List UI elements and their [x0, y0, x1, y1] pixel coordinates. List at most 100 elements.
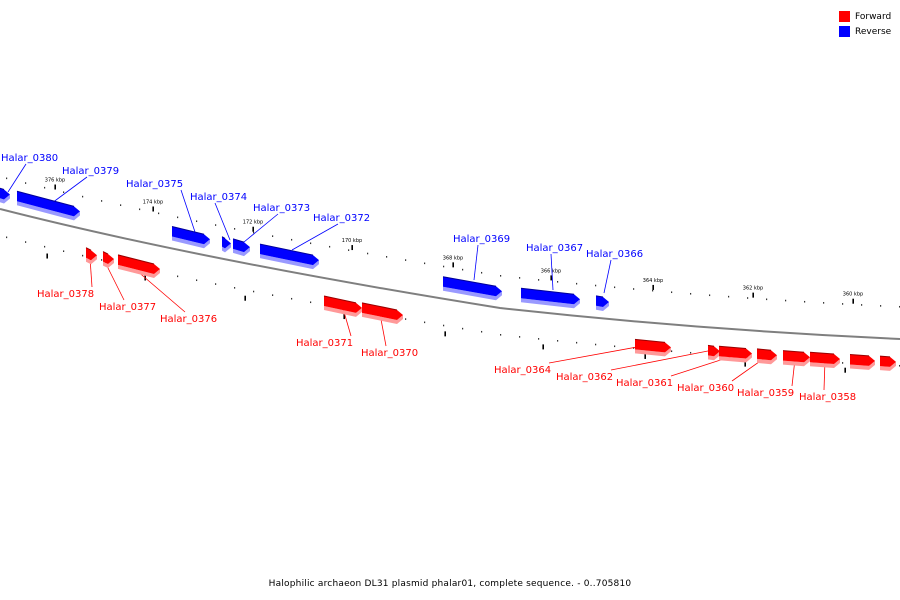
gene-label: Halar_0364 [494, 365, 551, 376]
gene-label: Halar_0362 [556, 372, 613, 383]
minor-tick-upper [595, 284, 597, 287]
minor-tick-lower [481, 330, 483, 333]
gene-label: Halar_0370 [361, 348, 418, 359]
minor-tick-lower [842, 362, 844, 364]
gene-label: Halar_0367 [526, 243, 583, 254]
tick-label: 362 kbp [743, 286, 763, 292]
minor-tick-upper [6, 177, 8, 180]
minor-tick-upper [139, 208, 141, 211]
minor-tick-lower [291, 297, 293, 300]
minor-tick-lower [443, 324, 445, 327]
backbone-axis [0, 208, 900, 340]
minor-tick-upper [633, 288, 635, 290]
minor-tick-lower [25, 241, 27, 243]
label-connector [291, 223, 339, 251]
label-connector [610, 349, 714, 371]
minor-tick-lower [405, 318, 407, 320]
map-caption: Halophilic archaeon DL31 plasmid phalar0… [268, 579, 632, 589]
minor-tick-upper [63, 191, 65, 194]
minor-tick-upper [690, 292, 692, 295]
minor-tick-lower [44, 245, 46, 248]
minor-tick-lower [424, 321, 426, 324]
tick-label: 172 kbp [243, 220, 263, 226]
major-tick-lower [844, 367, 846, 373]
minor-tick-upper [538, 279, 540, 281]
legend: Forward Reverse [839, 9, 891, 39]
gene-arrow [361, 302, 403, 324]
minor-tick-upper [82, 195, 84, 198]
minor-tick-lower [614, 345, 616, 348]
minor-tick-lower [671, 350, 673, 353]
label-connector [473, 244, 479, 281]
minor-tick-upper [500, 275, 502, 277]
gene-arrow-unlabeled [849, 354, 875, 370]
minor-tick-upper [177, 216, 179, 219]
tick-label: 366 kbp [541, 268, 561, 274]
minor-tick-lower [557, 340, 559, 342]
tick-label: 360 kbp [843, 292, 863, 298]
major-tick-lower [343, 314, 345, 320]
label-connector [180, 189, 196, 233]
major-tick-lower [542, 344, 544, 350]
minor-tick-upper [367, 252, 369, 255]
label-connector [243, 213, 279, 243]
gene-arrow [756, 348, 777, 365]
major-tick [54, 184, 56, 190]
minor-tick-lower [310, 301, 312, 304]
minor-tick-upper [557, 281, 559, 283]
label-connectors [7, 163, 826, 391]
tick-label: 364 kbp [643, 278, 663, 284]
gene-label: Halar_0359 [737, 388, 794, 399]
minor-tick-upper [614, 286, 616, 289]
gene-arrow [221, 236, 231, 253]
gene-labels: Halar_0380 Halar_0379 Halar_0378 Halar_0377… [1, 153, 856, 403]
gene-arrow [634, 338, 671, 357]
minor-tick-upper [842, 303, 844, 305]
major-tick-lower [244, 295, 246, 301]
minor-tick-lower [462, 327, 464, 330]
gene-label: Halar_0376 [160, 314, 217, 325]
minor-tick-lower [576, 341, 578, 344]
major-tick [452, 262, 454, 268]
gene-arrow [323, 295, 362, 317]
gene-arrow [718, 345, 752, 363]
gene-label: Halar_0375 [126, 179, 183, 190]
minor-tick-upper [329, 245, 331, 248]
minor-tick-lower [63, 250, 65, 253]
gene-label: Halar_0369 [453, 234, 510, 245]
minor-tick-lower [234, 287, 236, 289]
minor-tick-lower [690, 351, 692, 354]
minor-tick-lower [215, 283, 217, 285]
major-tick [652, 284, 654, 290]
minor-tick-upper [25, 182, 27, 184]
minor-tick-lower [6, 236, 8, 239]
minor-tick-upper [481, 271, 483, 274]
tick-label: 170 kbp [342, 238, 362, 244]
tick-label: 376 kbp [45, 178, 65, 184]
minor-tick-upper [234, 228, 236, 230]
minor-tick-lower [101, 259, 103, 261]
label-connector [135, 269, 186, 313]
minor-tick-upper [158, 212, 160, 215]
minor-tick-upper [747, 297, 749, 299]
gene-arrow [171, 226, 210, 249]
major-tick [852, 298, 854, 304]
minor-tick-upper [405, 259, 407, 261]
reverse-swatch [839, 26, 850, 37]
gene-arrow [16, 190, 80, 221]
label-connector [214, 202, 231, 241]
major-tick-lower [444, 331, 446, 337]
minor-tick-upper [348, 249, 350, 251]
minor-tick-upper [576, 282, 578, 285]
gene-arrow [809, 351, 840, 369]
minor-tick-upper [766, 298, 768, 301]
minor-tick-upper [785, 299, 787, 302]
minor-tick-upper [291, 238, 293, 241]
major-tick [752, 292, 754, 298]
minor-tick-upper [652, 289, 654, 292]
gene-label: Halar_0380 [1, 153, 58, 164]
minor-tick-upper [804, 300, 806, 303]
minor-tick-upper [101, 200, 103, 202]
minor-tick-lower [519, 336, 521, 338]
